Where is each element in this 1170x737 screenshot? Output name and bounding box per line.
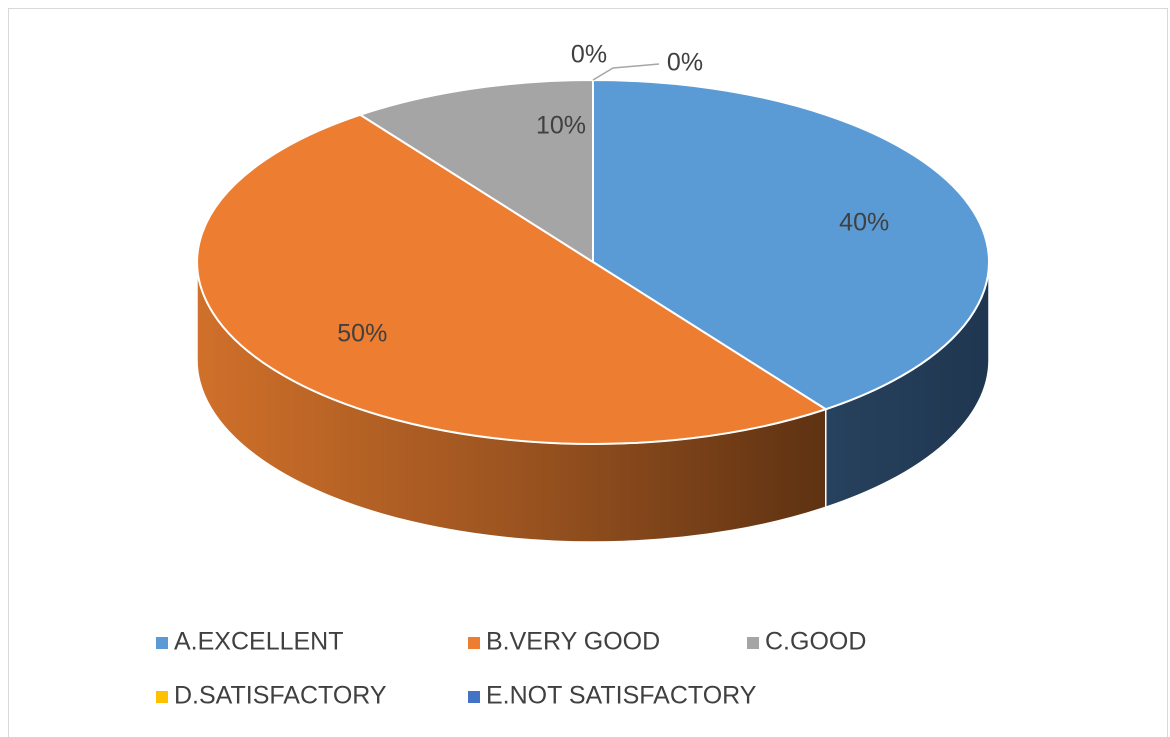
legend-label: D.SATISFACTORY <box>174 682 387 710</box>
data-label-c-good: 10% <box>536 112 586 140</box>
legend-item-a-excellent: A.EXCELLENT <box>156 628 344 656</box>
legend-swatch <box>156 691 168 703</box>
legend-label: E.NOT SATISFACTORY <box>486 682 757 710</box>
legend-label: A.EXCELLENT <box>174 628 344 656</box>
data-label-b-very-good: 50% <box>337 319 387 347</box>
pie-slice-c-good <box>357 78 594 264</box>
pie-slice-b-very-good <box>196 113 829 445</box>
data-label-e-not-satisfactory: 0% <box>667 49 703 77</box>
legend-label: B.VERY GOOD <box>486 628 660 656</box>
legend-swatch <box>468 691 480 703</box>
legend-item-b-very-good: B.VERY GOOD <box>468 628 660 656</box>
pie-slice-a-excellent <box>592 78 990 411</box>
legend-label: C.GOOD <box>765 628 866 656</box>
legend-swatch <box>468 637 480 649</box>
legend-item-e-not-satisfactory: E.NOT SATISFACTORY <box>468 682 757 710</box>
legend-item-c-good: C.GOOD <box>747 628 866 656</box>
legend-item-d-satisfactory: D.SATISFACTORY <box>156 682 387 710</box>
legend-swatch <box>747 637 759 649</box>
data-label-d-satisfactory: 0% <box>571 41 607 69</box>
legend-swatch <box>156 637 168 649</box>
data-label-a-excellent: 40% <box>839 208 889 236</box>
